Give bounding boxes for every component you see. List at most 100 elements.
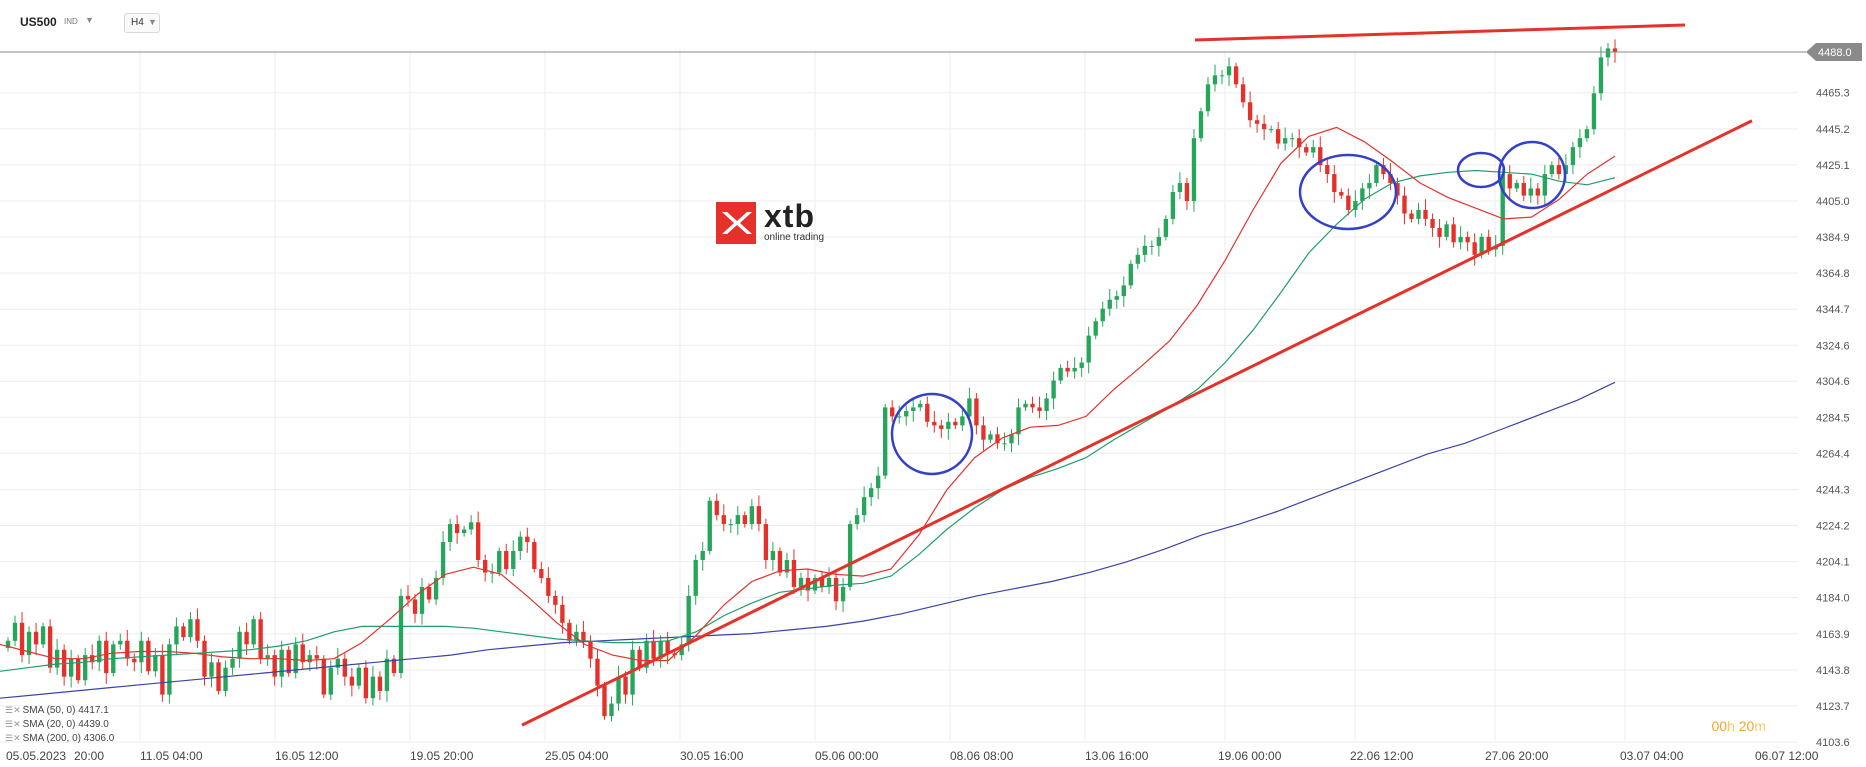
candle bbox=[504, 551, 509, 569]
candle bbox=[749, 506, 755, 525]
candle bbox=[1549, 165, 1555, 175]
x-tick-label: 03.07 04:00 bbox=[1620, 749, 1684, 763]
candle bbox=[525, 536, 530, 543]
candle bbox=[861, 497, 867, 516]
candle bbox=[595, 658, 600, 686]
sma-50-line bbox=[0, 169, 1616, 672]
candle bbox=[174, 626, 179, 645]
candle bbox=[1290, 138, 1295, 140]
y-tick-label: 4204.1 bbox=[1816, 557, 1850, 569]
candle bbox=[1563, 165, 1569, 175]
x-tick-label: 06.07 12:00 bbox=[1755, 749, 1819, 763]
candle bbox=[1535, 188, 1540, 196]
candle bbox=[1037, 407, 1042, 412]
candle bbox=[686, 595, 691, 645]
x-tick-label: 30.05 16:00 bbox=[680, 749, 744, 763]
candle bbox=[953, 421, 958, 426]
candle bbox=[483, 559, 488, 573]
annotation-circle[interactable] bbox=[1456, 151, 1506, 189]
legend-sma-20[interactable]: ☰✕ SMA (20, 0) 4439.0 bbox=[5, 719, 109, 730]
candle bbox=[1353, 200, 1358, 210]
legend-label: SMA (200, 0) bbox=[22, 733, 81, 744]
x-tick-label: 05.06 00:00 bbox=[815, 749, 879, 763]
candle bbox=[791, 559, 797, 587]
legend-sma-200[interactable]: ☰✕ SMA (200, 0) 4306.0 bbox=[5, 733, 114, 744]
candle bbox=[1311, 147, 1316, 153]
candle bbox=[756, 506, 762, 525]
candle bbox=[1584, 129, 1590, 139]
y-tick-label: 4445.2 bbox=[1816, 124, 1850, 136]
annotation-circle[interactable] bbox=[890, 392, 974, 476]
candle bbox=[890, 407, 895, 417]
candle bbox=[68, 658, 74, 677]
candle bbox=[377, 676, 383, 692]
candle bbox=[272, 655, 277, 677]
candle bbox=[342, 658, 348, 677]
candle bbox=[546, 577, 551, 596]
candle bbox=[918, 403, 923, 408]
candle bbox=[1528, 188, 1533, 196]
candle bbox=[356, 667, 362, 686]
candle bbox=[391, 658, 397, 674]
candle bbox=[1430, 218, 1435, 228]
x-tick-label: 13.06 16:00 bbox=[1085, 749, 1149, 763]
symbol-label[interactable]: US500 bbox=[20, 15, 57, 29]
candle bbox=[1114, 296, 1119, 300]
candle bbox=[1318, 147, 1323, 166]
timeframe-selector[interactable]: H4 ▼ bbox=[124, 13, 160, 33]
y-tick-label: 4143.8 bbox=[1816, 665, 1850, 677]
support-trendline[interactable] bbox=[521, 119, 1753, 727]
candle bbox=[1219, 75, 1225, 77]
candle bbox=[1226, 66, 1232, 76]
candle bbox=[588, 640, 593, 659]
candle bbox=[1416, 209, 1421, 219]
candle bbox=[370, 676, 376, 699]
y-tick-label: 4264.4 bbox=[1816, 448, 1850, 460]
candle bbox=[1409, 213, 1414, 219]
y-tick-label: 4304.6 bbox=[1816, 376, 1850, 388]
candle bbox=[5, 640, 11, 648]
candle bbox=[1591, 93, 1597, 130]
logo-name: xtb bbox=[764, 198, 815, 234]
y-tick-label: 4405.0 bbox=[1816, 196, 1850, 208]
drag-handle-icon[interactable]: ☰✕ bbox=[5, 719, 21, 729]
candle bbox=[454, 524, 460, 534]
candle bbox=[300, 644, 305, 663]
candle bbox=[1465, 236, 1470, 243]
candle bbox=[1437, 227, 1442, 237]
candle bbox=[1486, 236, 1491, 250]
annotation-circle[interactable] bbox=[1497, 140, 1567, 210]
candle bbox=[286, 649, 291, 674]
candle bbox=[1177, 183, 1183, 193]
chevron-down-icon[interactable]: ▼ bbox=[85, 15, 94, 25]
resistance-line[interactable] bbox=[1194, 23, 1686, 42]
candle bbox=[609, 703, 614, 717]
candle bbox=[1107, 299, 1112, 309]
annotation-circle[interactable] bbox=[1298, 153, 1398, 231]
candle bbox=[160, 655, 165, 695]
candle bbox=[349, 676, 355, 686]
candle bbox=[1058, 367, 1063, 381]
candle bbox=[1304, 147, 1309, 153]
candle bbox=[447, 524, 453, 543]
candle bbox=[209, 662, 214, 677]
candle bbox=[335, 658, 340, 668]
drag-handle-icon[interactable]: ☰✕ bbox=[5, 705, 21, 715]
candle bbox=[188, 619, 193, 638]
sma-20-line bbox=[0, 126, 1616, 662]
drag-handle-icon[interactable]: ☰✕ bbox=[5, 733, 21, 743]
candle bbox=[1339, 192, 1344, 196]
candle bbox=[854, 515, 860, 525]
y-tick-label: 4163.9 bbox=[1816, 629, 1850, 641]
candle bbox=[1514, 183, 1519, 189]
candle bbox=[1395, 183, 1400, 196]
candle bbox=[932, 421, 937, 426]
legend-sma-50[interactable]: ☰✕ SMA (50, 0) 4417.1 bbox=[5, 705, 109, 716]
candle bbox=[728, 524, 733, 526]
candle bbox=[1121, 285, 1126, 297]
candle bbox=[265, 655, 270, 659]
candle bbox=[1205, 84, 1211, 112]
candle bbox=[181, 626, 186, 638]
x-tick-label: 20:00 bbox=[74, 749, 104, 763]
